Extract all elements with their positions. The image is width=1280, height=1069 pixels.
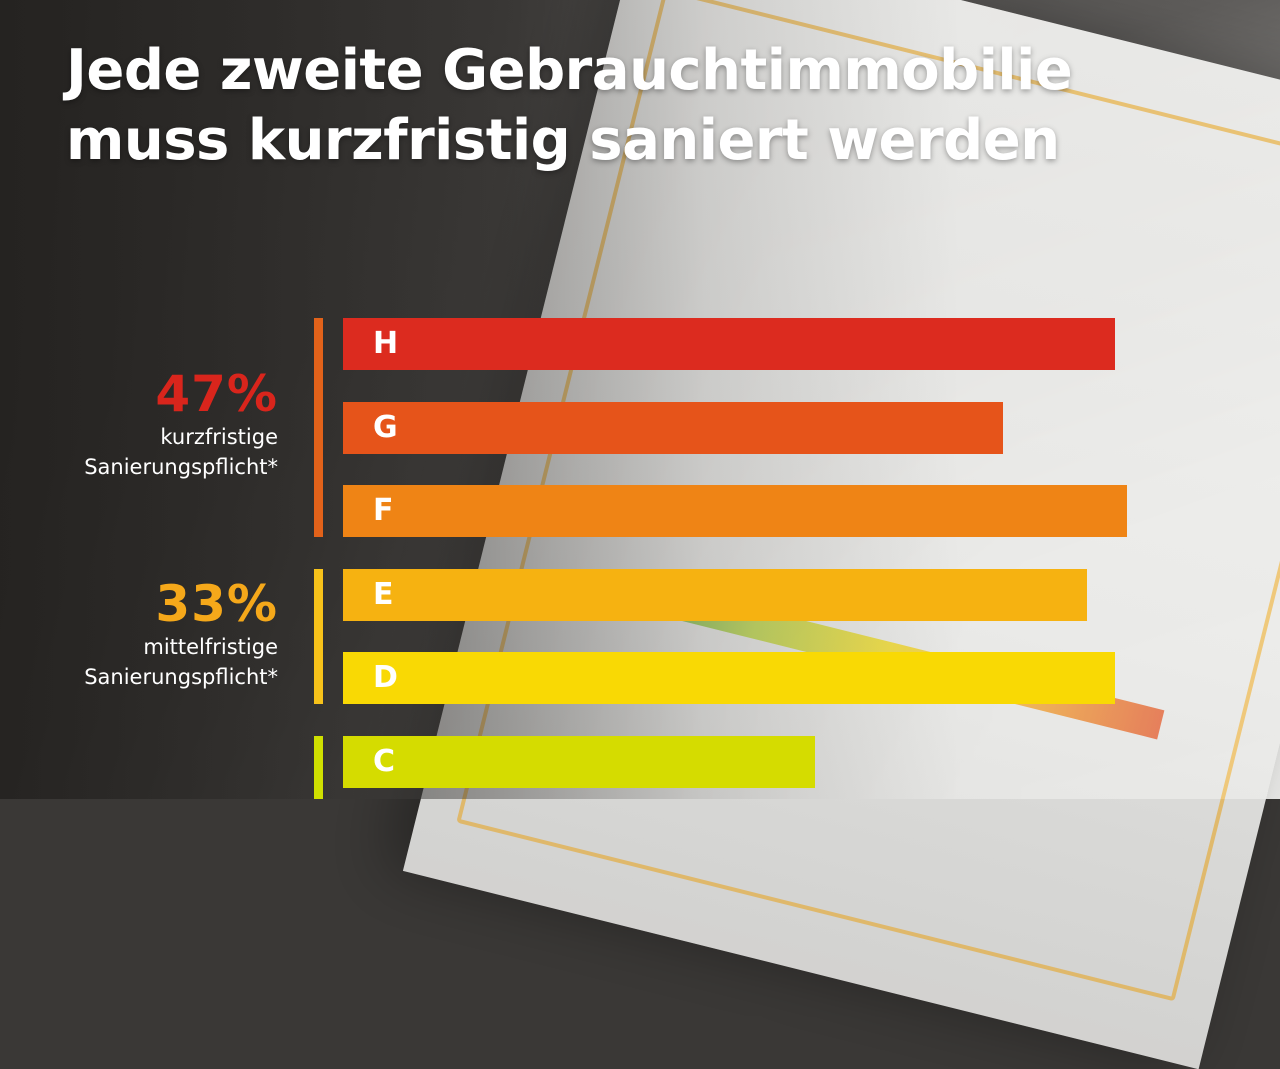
group-description-line-2: Sanierungspflicht* [84,665,278,689]
bar-label-g: G [373,409,398,445]
group-description-line-2: Sanierungspflicht* [84,455,278,479]
group-label-short-term: 47% kurzfristige Sanierungspflicht* [84,366,278,482]
group-description-line-1: kurzfristige [160,425,278,449]
bar-label-h: H [373,326,399,361]
group-bracket-medium-term [314,568,323,704]
title-line-1: Jede zweite Gebrauchtimmobilie [66,38,1073,103]
bar-label-c: C [373,743,396,779]
group-bracket-short-term [314,318,323,537]
bar-label-f: F [373,493,394,528]
bar-c: C [343,735,815,788]
bar-label-e: E [373,576,394,612]
bar-g: G [343,401,1003,454]
chart-title: Jede zweite Gebrauchtimmobilie muss kurz… [66,36,1246,176]
bar-e: E [343,568,1087,621]
title-line-2: muss kurzfristig saniert werden [66,108,1060,173]
group-percentage: 33% [155,575,278,633]
group-percentage: 47% [155,365,278,423]
bar-h: H [343,318,1115,370]
bar-label-d: D [373,660,398,695]
bar-d: D [343,652,1115,704]
group-label-medium-term: 33% mittelfristige Sanierungspflicht* [84,576,278,692]
energy-class-chart: H G F E D C 47% kurzfristige Sanierungspflich… [84,318,1127,799]
bar-f: F [343,485,1127,537]
group-bracket-c [314,735,323,799]
group-description-line-1: mittelfristige [143,635,278,659]
